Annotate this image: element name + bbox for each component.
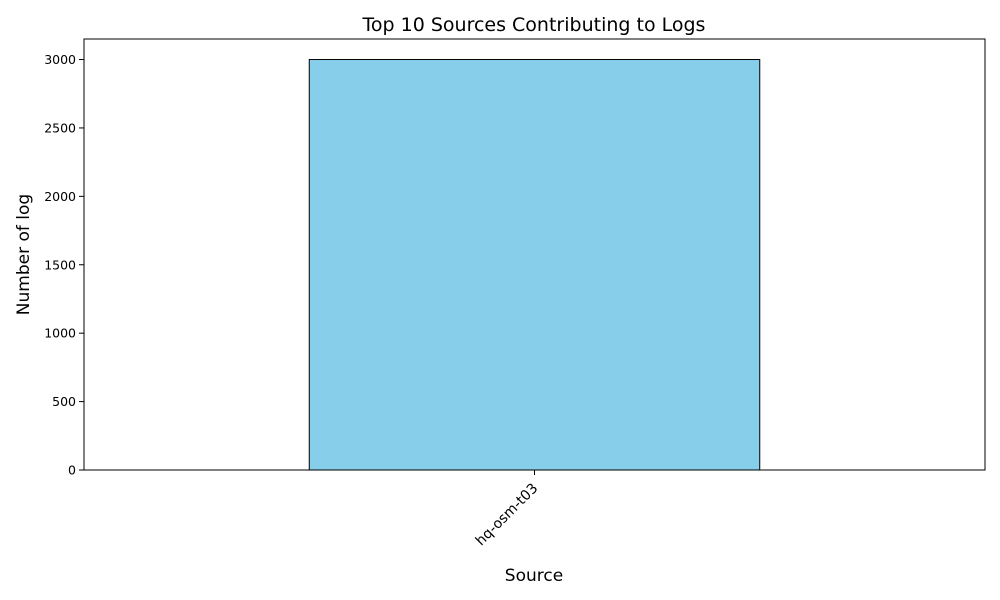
- y-tick-label: 3000: [44, 52, 76, 67]
- plot-area: hq-osm-t03 0 500 1000 1500 2000 2500 3000: [44, 52, 761, 550]
- x-axis-label: Source: [505, 566, 563, 586]
- y-tick-label: 500: [52, 394, 76, 409]
- y-tick-label: 2500: [44, 120, 76, 135]
- y-tick-label: 1500: [44, 257, 76, 272]
- bar: [308, 59, 761, 471]
- chart-title: Top 10 Sources Contributing to Logs: [362, 14, 706, 36]
- y-axis-label: Number of log: [14, 194, 34, 315]
- x-tick-label: hq-osm-t03: [473, 481, 542, 550]
- y-tick-label: 1000: [44, 326, 76, 341]
- plot-frame: [83, 38, 986, 471]
- y-tick-label: 2000: [44, 189, 76, 204]
- y-tick-label: 0: [68, 463, 76, 478]
